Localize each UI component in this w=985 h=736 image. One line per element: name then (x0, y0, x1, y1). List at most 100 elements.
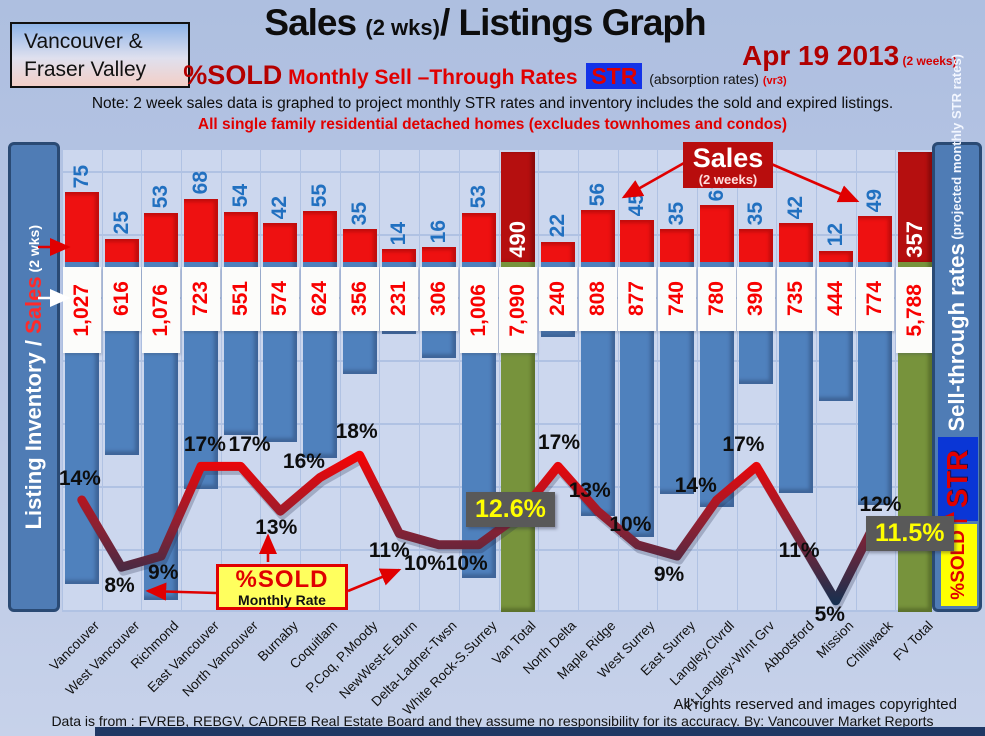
pct-label: 17% (183, 433, 226, 457)
pct-sold-note-box: %SOLD Monthly Rate (216, 564, 348, 610)
pct-label: 17% (722, 433, 765, 457)
inventory-value-text: 240 (546, 281, 570, 317)
sales-bar (382, 248, 417, 262)
page-title: Sales (2 wks)/ Listings Graph (264, 2, 706, 43)
sales-value-label: 42 (267, 157, 293, 219)
pct-label: 5% (814, 602, 845, 626)
grid-line-vertical (776, 150, 778, 612)
sales-value-text: 42 (784, 195, 808, 219)
sales-value-text: 35 (665, 202, 689, 226)
van-total-pct-box: 12.6% (466, 492, 555, 527)
grid-line-vertical (141, 150, 143, 612)
inventory-value-text: 735 (784, 281, 808, 317)
inventory-value-text: 624 (307, 281, 331, 317)
sales-value-label: 22 (545, 176, 571, 237)
sales-bar (342, 229, 377, 262)
grid-line-vertical (260, 150, 262, 612)
sales-value-label: 12 (823, 185, 849, 246)
inventory-value-label: 808 (578, 267, 617, 331)
inventory-value-label: 1,006 (459, 267, 498, 353)
inventory-value-text: 7,090 (506, 283, 530, 337)
right-axis-label: Sell-through rates (projected monthly ST… (944, 53, 969, 432)
sales-bar (104, 238, 139, 262)
inventory-value-label: 774 (856, 267, 895, 331)
sales-legend-box: Sales (2 weeks) (683, 142, 773, 188)
pct-label: 12% (859, 493, 902, 517)
sales-value-label: 68 (188, 133, 214, 195)
sales-value-text: 53 (466, 185, 490, 209)
inventory-value-label: 616 (102, 267, 141, 331)
sales-bar (699, 205, 734, 262)
inventory-value-label: 231 (380, 267, 419, 331)
pct-label: 13% (568, 479, 611, 503)
inventory-value-label: 7,090 (499, 267, 538, 353)
sales-bar (898, 152, 933, 262)
sales-bar (739, 229, 774, 262)
region-line2: Fraser Valley (24, 58, 147, 82)
grid-line-vertical (300, 150, 302, 612)
inventory-value-label: 551 (221, 267, 260, 331)
sales-value-text: 55 (307, 183, 331, 207)
pct-label: 9% (653, 563, 685, 586)
inventory-value-label: 1,076 (142, 267, 181, 353)
sales-value-label: 357 (902, 152, 928, 258)
sales-value-text: 357 (902, 221, 928, 258)
sales-value-text: 68 (188, 171, 212, 195)
sales-bar (64, 192, 99, 262)
grid-line-vertical (577, 150, 579, 612)
inventory-value-text: 390 (744, 281, 768, 317)
inventory-value-label: 735 (777, 267, 816, 331)
grid-line-vertical (419, 150, 421, 612)
sales-value-label: 16 (426, 181, 452, 243)
sales-value-text: 54 (228, 184, 252, 208)
pct-label: 16% (282, 449, 325, 473)
sales-value-label: 14 (386, 183, 412, 245)
left-axis-label: Listing Inventory / Sales (2 wks) (21, 224, 46, 530)
sales-value-text: 53 (149, 185, 173, 209)
inventory-value-text: 444 (823, 281, 847, 317)
sales-value-text: 35 (744, 202, 768, 226)
inventory-value-label: 306 (419, 267, 458, 331)
grid-line-horizontal (62, 297, 935, 299)
inventory-value-text: 1,006 (466, 283, 490, 337)
str-chip-axis: STR (938, 437, 978, 521)
inventory-value-text: 877 (625, 281, 649, 317)
pct-label: 17% (538, 431, 581, 455)
inventory-value-label: 723 (181, 267, 220, 331)
pct-label: 10% (609, 512, 652, 536)
inventory-value-text: 808 (585, 281, 609, 317)
sales-bar (858, 216, 893, 262)
grid-line-vertical (339, 150, 341, 612)
sales-value-label: 42 (783, 157, 809, 219)
inventory-value-text: 306 (426, 281, 450, 317)
grid-line-vertical (458, 150, 460, 612)
sales-value-text: 490 (505, 221, 531, 258)
x-axis-label: FV Total (890, 618, 936, 664)
grid-line-vertical (815, 150, 817, 612)
grid-line-vertical (895, 150, 897, 612)
pct-label: 14% (674, 474, 717, 497)
inventory-value-label: 574 (261, 267, 300, 331)
inventory-value-text: 780 (704, 281, 728, 317)
grid-line-horizontal (62, 423, 935, 425)
grid-line-vertical (181, 150, 183, 612)
inventory-value-label: 356 (340, 267, 379, 331)
inventory-value-label: 240 (539, 267, 578, 331)
inventory-value-text: 774 (863, 281, 887, 317)
sales-bar (183, 198, 218, 262)
sales-value-label: 53 (466, 147, 492, 209)
region-line1: Vancouver & (24, 30, 143, 53)
sales-value-label: 56 (585, 144, 611, 206)
note-text: Note: 2 week sales data is graphed to pr… (91, 95, 894, 112)
pct-label: 14% (58, 467, 101, 490)
sales-value-label: 35 (347, 163, 373, 225)
inventory-value-text: 740 (665, 281, 689, 317)
sales-value-text: 14 (387, 221, 411, 245)
grid-line-vertical (538, 150, 540, 612)
sales-value-label: 490 (505, 152, 531, 258)
pct-label: 17% (228, 433, 271, 457)
sales-bar (421, 247, 456, 262)
sales-bar (541, 241, 576, 262)
inventory-value-label: 444 (816, 267, 855, 331)
sales-bar (501, 152, 536, 262)
